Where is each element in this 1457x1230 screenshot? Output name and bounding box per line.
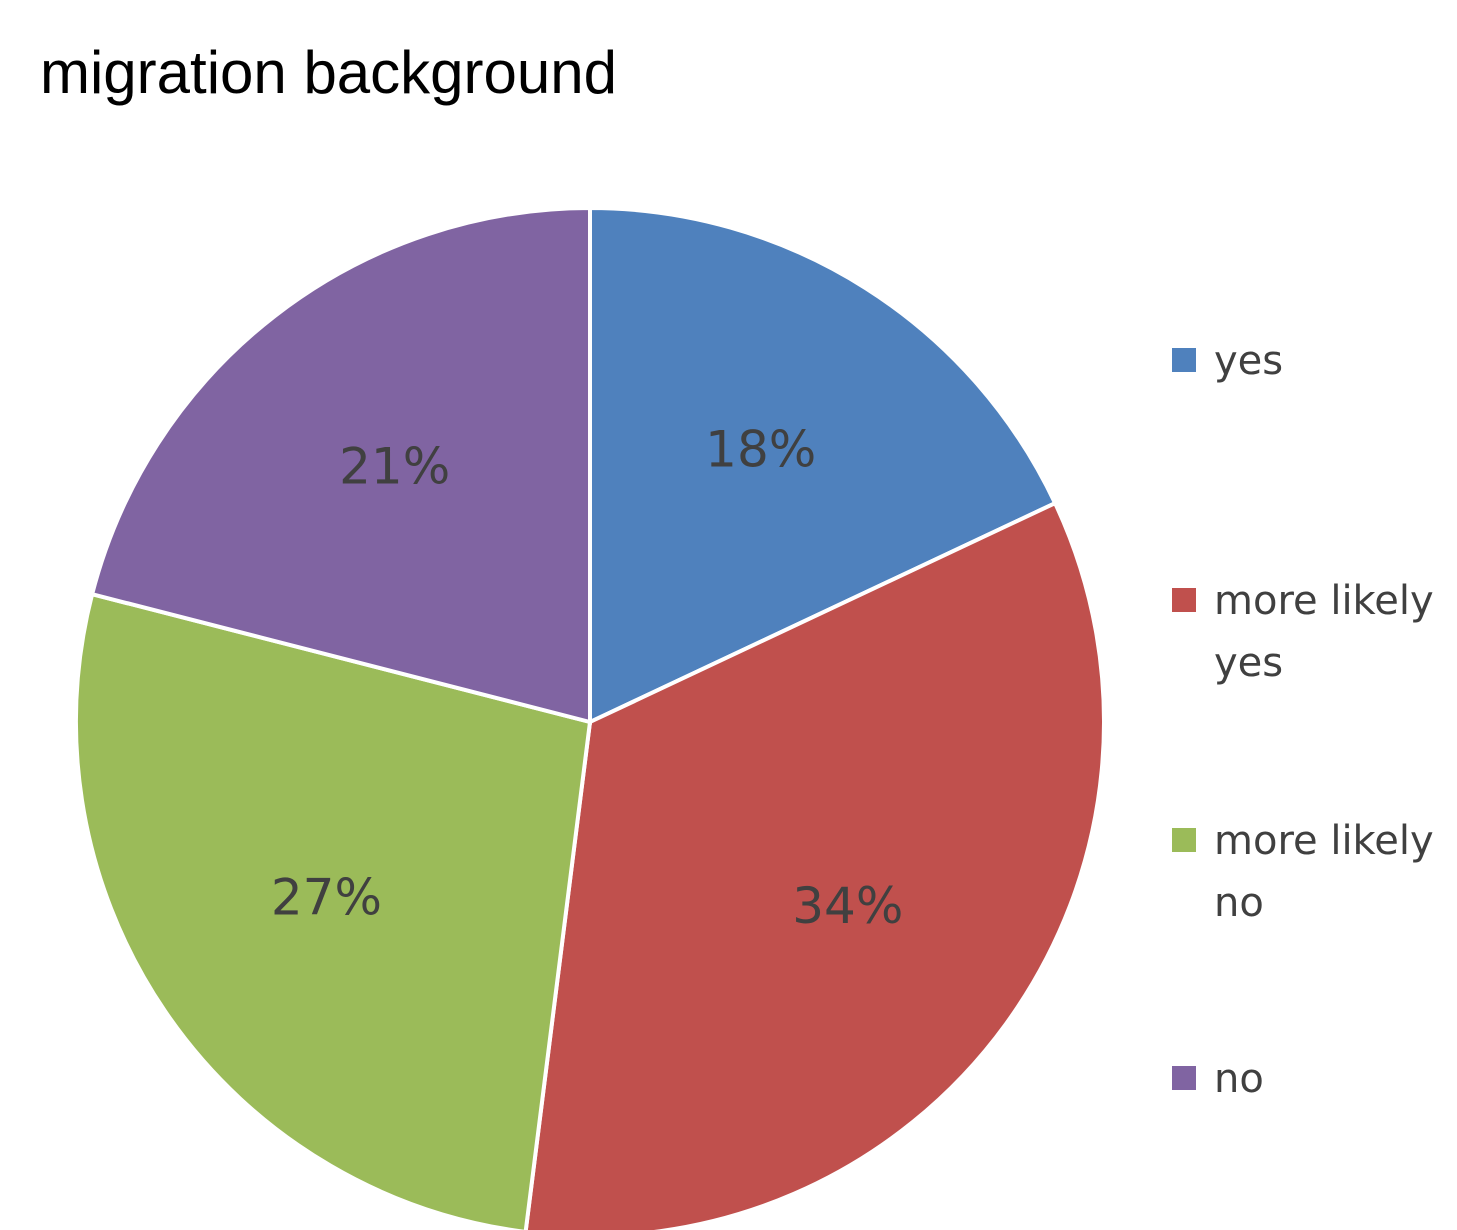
data-label-more-likely-yes: 34%	[792, 877, 903, 935]
legend-swatch-more-likely-no	[1172, 828, 1196, 852]
chart-legend: yes more likely yes more likely no no	[1172, 0, 1457, 1230]
pie-slice-more-likely-no	[73, 591, 593, 1230]
legend-label-no: no	[1214, 1056, 1264, 1102]
legend-label-yes: yes	[1214, 338, 1284, 384]
chart-title: migration background	[40, 39, 618, 106]
legend-swatch-yes	[1172, 348, 1196, 372]
data-label-yes: 18%	[705, 420, 816, 478]
pie-slice-yes	[588, 205, 1058, 726]
legend-label-more-likely-yes: more likely yes	[1214, 578, 1434, 686]
pie-slice-more-likely-yes	[523, 500, 1106, 1230]
pie-slice-no	[89, 205, 592, 725]
pie-slices	[73, 205, 1106, 1230]
data-label-no: 21%	[339, 438, 450, 496]
legend-label-more-likely-no: more likely no	[1214, 818, 1434, 926]
legend-swatch-more-likely-yes	[1172, 588, 1196, 612]
legend-swatch-no	[1172, 1066, 1196, 1090]
data-label-more-likely-no: 27%	[271, 869, 382, 927]
pie-data-labels: 18% 34% 27% 21%	[271, 420, 904, 934]
